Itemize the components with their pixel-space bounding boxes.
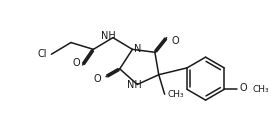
Text: O: O: [72, 58, 80, 68]
Text: NH: NH: [127, 80, 142, 90]
Text: O: O: [240, 83, 248, 93]
Text: Cl: Cl: [37, 49, 47, 59]
Text: O: O: [94, 74, 101, 84]
Text: NH: NH: [101, 31, 115, 41]
Text: CH₃: CH₃: [252, 85, 269, 94]
Text: O: O: [171, 36, 179, 46]
Text: CH₃: CH₃: [168, 90, 184, 99]
Text: N: N: [134, 44, 142, 54]
